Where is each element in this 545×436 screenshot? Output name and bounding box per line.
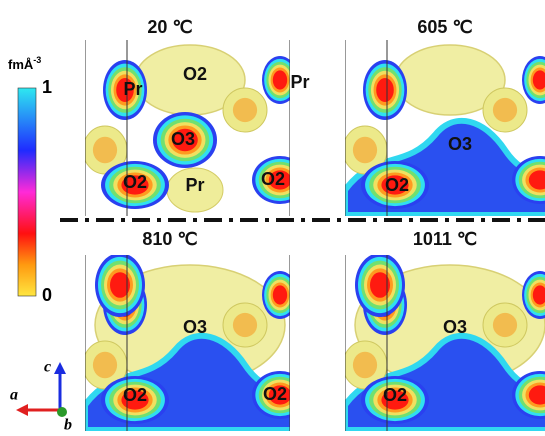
site-label: O2: [261, 169, 285, 189]
unit-exponent: -3: [33, 55, 41, 65]
site-label: O2: [183, 64, 207, 84]
panel-title: 810 ℃: [142, 229, 197, 249]
c-arrow: [54, 362, 66, 374]
b-label: b: [64, 417, 72, 431]
colorbar-min: 0: [42, 285, 52, 305]
colorbar: fmÅ-3 1 0: [8, 55, 52, 304]
site-label: Pr: [185, 175, 204, 195]
panel-title: 20 ℃: [147, 17, 192, 37]
colorbar-gradient: [18, 88, 36, 296]
density-core: [493, 313, 517, 337]
panel-title: 605 ℃: [417, 17, 472, 37]
site-label: Pr: [123, 79, 142, 99]
site-label: O2: [383, 385, 407, 405]
a-label: a: [10, 387, 18, 404]
a-arrow: [16, 404, 28, 416]
density-core: [493, 98, 517, 122]
site-label: O3: [171, 129, 195, 149]
density-contour: [376, 78, 394, 102]
site-label: O2: [123, 172, 147, 192]
c-label: c: [44, 359, 51, 376]
density-contour: [273, 285, 287, 304]
panel: [343, 253, 545, 431]
colorbar-unit: fmÅ-3: [8, 55, 41, 72]
unit-text: fmÅ: [8, 57, 34, 72]
density-contour: [273, 70, 287, 89]
axis-triad: c a b: [10, 359, 72, 431]
site-label: Pr: [290, 72, 309, 92]
site-label: O3: [443, 317, 467, 337]
figure: fmÅ-3 1 0 c a b 20 ℃ Pr O2 Pr O3 O2 Pr O2 605 ℃ O…: [0, 0, 545, 431]
density-core: [93, 137, 117, 163]
density-core: [353, 352, 377, 378]
density-core: [233, 313, 257, 337]
b-axis: [57, 407, 67, 417]
density-core: [93, 352, 117, 378]
site-label: O2: [263, 384, 287, 404]
site-label: O3: [183, 317, 207, 337]
site-label: O2: [123, 385, 147, 405]
site-label: O3: [448, 134, 472, 154]
density-core: [353, 137, 377, 163]
site-label: O2: [385, 175, 409, 195]
panel: [343, 40, 545, 216]
panel: [83, 253, 308, 431]
density-core: [233, 98, 257, 122]
colorbar-max: 1: [42, 77, 52, 97]
panel-title: 1011 ℃: [413, 229, 477, 249]
